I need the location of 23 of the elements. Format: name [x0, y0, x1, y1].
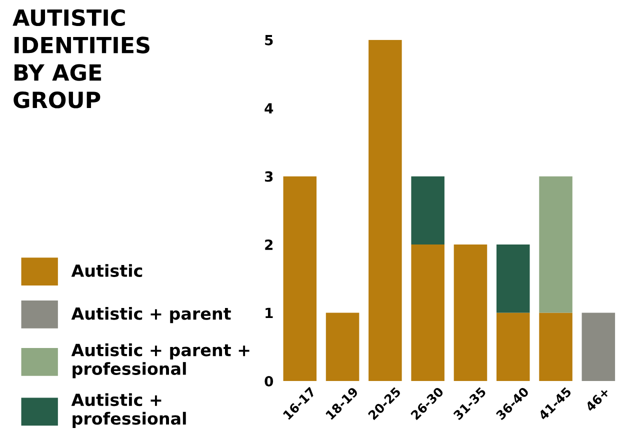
bar [411, 176, 444, 245]
text: AUTISTIC IDENTITIES BY AGE GROUP [12, 9, 150, 108]
y-tick-label: 4 [264, 103, 274, 114]
bar [539, 312, 572, 381]
y-tick-label: 0 [264, 376, 274, 386]
legend-label: Autistic + parent + professional [71, 343, 250, 378]
legend-label: Autistic + parent [71, 307, 231, 324]
y-tick-label: 5 [265, 35, 273, 46]
bar [283, 176, 317, 381]
bar [539, 176, 572, 313]
x-tick-label: 46+ [584, 386, 610, 412]
bar [496, 312, 530, 381]
bar [582, 312, 616, 381]
bar [454, 244, 488, 381]
bar [496, 244, 530, 313]
legend-label: Autistic + professional [71, 393, 186, 428]
y-tick-label: 2 [265, 240, 272, 250]
y-tick-label: 3 [264, 171, 273, 182]
y-tick-label: 1 [266, 308, 273, 318]
bar [368, 40, 402, 381]
bar [326, 312, 360, 381]
legend-label: Autistic [71, 264, 142, 277]
bar [411, 244, 444, 381]
